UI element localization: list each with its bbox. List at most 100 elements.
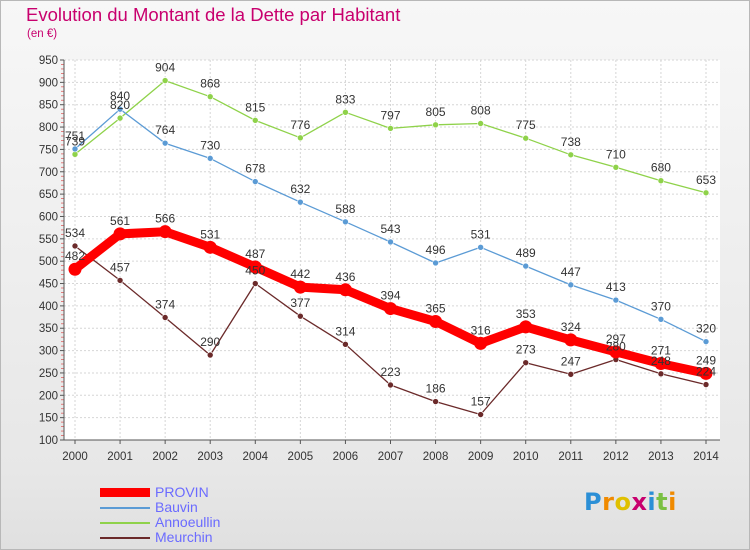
x-tick-label: 2007 <box>378 451 404 463</box>
logo-letter: t <box>656 488 669 516</box>
data-label-meurchin: 273 <box>516 343 536 357</box>
legend-label-meurchin: Meurchin <box>155 529 213 545</box>
y-tick-label: 200 <box>39 390 58 402</box>
data-label-bauvin: 632 <box>290 182 310 196</box>
legend-swatch-meurchin <box>100 537 150 539</box>
data-label-annoeullin: 868 <box>200 77 220 91</box>
legend-item-bauvin: Bauvin <box>100 499 340 515</box>
data-label-bauvin: 751 <box>65 129 85 143</box>
data-label-bauvin: 678 <box>245 162 265 176</box>
data-point-bauvin <box>251 178 259 185</box>
data-label-annoeullin: 710 <box>606 147 626 161</box>
data-point-provin <box>293 280 307 294</box>
data-point-provin <box>609 345 623 359</box>
data-label-meurchin: 374 <box>155 298 175 312</box>
data-point-bauvin <box>567 281 575 289</box>
legend-item-provin: PROVIN <box>100 484 340 500</box>
y-tick-label: 250 <box>39 368 58 380</box>
chart-subtitle: (en €) <box>27 28 58 40</box>
x-tick-label: 2003 <box>197 451 223 463</box>
legend-label-bauvin: Bauvin <box>155 499 198 515</box>
data-point-provin <box>338 283 352 297</box>
data-label-provin: 271 <box>651 344 671 358</box>
x-tick-label: 2005 <box>288 451 314 463</box>
data-label-provin: 487 <box>245 247 265 261</box>
y-tick-label: 750 <box>39 144 58 156</box>
x-tick-label: 2010 <box>513 451 539 463</box>
data-point-bauvin <box>522 262 530 270</box>
logo-letter: i <box>668 488 677 516</box>
data-label-bauvin: 489 <box>516 246 536 260</box>
data-label-bauvin: 370 <box>651 299 671 313</box>
data-label-annoeullin: 904 <box>155 61 175 75</box>
y-tick-label: 800 <box>39 122 58 134</box>
legend-swatch-annoeullin <box>100 522 150 524</box>
data-label-meurchin: 280 <box>606 340 626 354</box>
logo-letter: i <box>647 488 657 516</box>
data-point-meurchin <box>161 314 169 321</box>
data-point-meurchin <box>71 242 79 250</box>
data-point-bauvin <box>477 244 484 251</box>
data-point-provin <box>384 302 397 316</box>
data-point-provin <box>68 262 82 276</box>
data-label-provin: 394 <box>380 289 400 303</box>
y-tick-label: 700 <box>39 167 58 179</box>
data-label-annoeullin: 797 <box>380 108 400 122</box>
data-label-annoeullin: 739 <box>65 134 85 148</box>
data-label-meurchin: 248 <box>651 354 671 368</box>
data-point-annoeullin <box>387 125 394 132</box>
logo-letter: P <box>584 488 603 516</box>
data-label-annoeullin: 833 <box>335 92 355 106</box>
y-tick-label: 300 <box>39 346 58 358</box>
data-point-meurchin <box>342 341 349 348</box>
data-label-provin: 442 <box>290 267 310 281</box>
data-label-bauvin: 543 <box>380 222 400 236</box>
data-point-annoeullin <box>432 121 439 129</box>
y-tick-label: 550 <box>39 234 58 246</box>
x-tick-label: 2000 <box>62 451 88 463</box>
data-point-meurchin <box>477 411 484 418</box>
proxiti-logo: Proxiti <box>584 488 677 516</box>
data-point-meurchin <box>522 359 530 366</box>
data-label-bauvin: 447 <box>561 265 581 279</box>
data-label-bauvin: 531 <box>471 227 491 241</box>
data-label-provin: 482 <box>65 249 85 263</box>
data-point-annoeullin <box>297 134 304 142</box>
data-label-meurchin: 157 <box>471 395 491 409</box>
data-label-provin: 316 <box>471 323 491 337</box>
data-point-meurchin <box>657 370 665 378</box>
data-point-bauvin <box>71 145 79 153</box>
data-point-meurchin <box>432 398 439 405</box>
data-label-meurchin: 457 <box>110 260 130 274</box>
data-point-bauvin <box>297 198 304 206</box>
data-point-meurchin <box>387 381 394 389</box>
y-tick-label: 350 <box>39 323 58 335</box>
data-label-provin: 365 <box>426 302 446 316</box>
data-label-provin: 324 <box>561 320 581 334</box>
data-label-annoeullin: 820 <box>110 98 130 112</box>
data-point-bauvin <box>612 296 620 304</box>
x-tick-label: 2013 <box>648 451 674 463</box>
y-tick-label: 500 <box>39 256 58 268</box>
data-point-annoeullin <box>342 109 349 116</box>
data-label-bauvin: 413 <box>606 280 626 294</box>
x-tick-label: 2014 <box>693 451 719 463</box>
data-label-meurchin: 450 <box>245 264 265 278</box>
data-label-meurchin: 314 <box>335 324 355 338</box>
data-label-provin: 353 <box>516 307 536 321</box>
data-label-bauvin: 730 <box>200 138 220 152</box>
data-point-annoeullin <box>251 117 259 124</box>
legend-item-annoeullin: Annoeullin <box>100 514 340 530</box>
data-point-provin <box>519 320 533 334</box>
data-point-annoeullin <box>477 120 484 127</box>
data-label-meurchin: 290 <box>200 335 220 349</box>
legend-label-provin: PROVIN <box>155 484 209 500</box>
y-tick-label: 450 <box>39 279 58 291</box>
x-tick-label: 2011 <box>558 451 583 463</box>
logo-letter: r <box>602 488 615 516</box>
data-point-provin <box>699 366 713 380</box>
legend-item-meurchin: Meurchin <box>100 529 340 545</box>
logo-letter: o <box>614 488 632 516</box>
legend-swatch-bauvin <box>100 507 150 509</box>
data-label-bauvin: 496 <box>426 243 446 257</box>
